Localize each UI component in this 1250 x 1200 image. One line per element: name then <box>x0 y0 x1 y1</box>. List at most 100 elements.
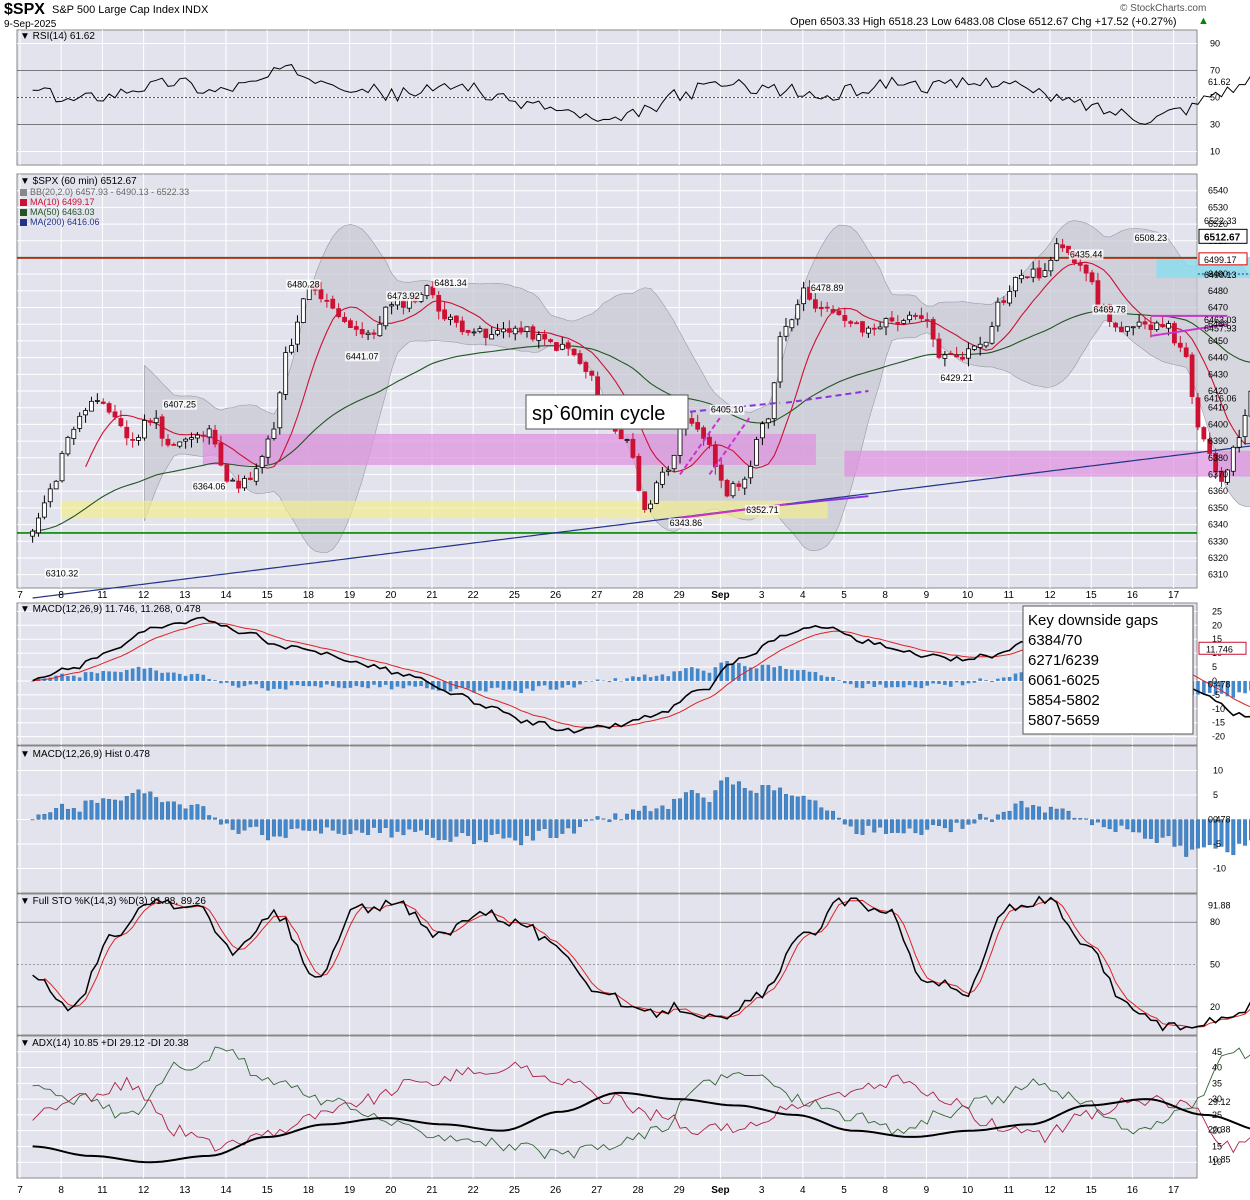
hist-bar <box>495 819 500 834</box>
macd-hist-bar <box>589 680 594 682</box>
macd-hist-bar <box>866 680 871 684</box>
x-tick-label: 7 <box>17 1185 23 1196</box>
macd-hist-bar <box>813 672 818 681</box>
candle <box>760 423 765 439</box>
hist-bar <box>1213 819 1218 849</box>
macd-hist-bar <box>801 669 806 681</box>
x-tick-label: Sep <box>711 1185 729 1196</box>
macd-hist-bar <box>513 680 518 691</box>
candle <box>842 315 848 321</box>
hist-bar <box>230 819 235 830</box>
macd-hist-bar <box>913 680 918 688</box>
hist-bar <box>254 819 259 827</box>
legend-entry: MA(200) 6416.06 <box>30 217 100 227</box>
candle <box>100 401 106 404</box>
hist-bar <box>742 787 747 820</box>
hist-bar <box>36 814 41 820</box>
note-text: sp`60min cycle <box>532 403 665 425</box>
macd-hist-bar <box>972 680 977 683</box>
y-tick-label: 30 <box>1210 120 1220 130</box>
candle <box>589 370 595 376</box>
macd-hist-bar <box>748 667 753 681</box>
macd-hist-bar <box>413 680 417 687</box>
candle <box>642 491 648 510</box>
hist-bar <box>689 790 694 820</box>
candle <box>1066 245 1071 254</box>
candle <box>424 285 430 297</box>
macd-hist-bar <box>578 680 582 685</box>
hist-bar <box>913 819 918 834</box>
macd-hist-bar <box>401 680 406 689</box>
x-tick-label: 8 <box>58 1185 64 1196</box>
macd-hist-bar <box>684 668 688 681</box>
macd-hist-bar <box>172 672 176 681</box>
y-tick-label: 6380 <box>1208 453 1228 463</box>
candle <box>489 334 495 340</box>
macd-hist-bar <box>566 680 570 685</box>
macd-hist-bar <box>695 668 700 681</box>
hist-bar <box>648 811 653 820</box>
y-tick-label: 6540 <box>1208 186 1228 196</box>
macd-hist-bar <box>648 677 653 681</box>
macd-hist-bar <box>219 680 223 684</box>
hist-bar <box>1243 819 1248 846</box>
y-tick-label: 6320 <box>1208 553 1228 563</box>
last-price-label: 6512.67 <box>1204 232 1241 243</box>
macd-hist-bar <box>507 680 512 690</box>
macd-hist-bar <box>1225 680 1230 697</box>
macd-hist-bar <box>666 676 671 681</box>
candle <box>895 322 901 324</box>
candle <box>901 320 907 324</box>
candle <box>130 439 136 441</box>
candle <box>471 331 477 334</box>
hist-bar <box>795 796 800 820</box>
candle <box>436 295 442 312</box>
candle <box>142 420 147 439</box>
macd-hist-bar <box>554 680 559 690</box>
price-annotation: 6481.34 <box>434 278 467 288</box>
candle <box>748 466 754 479</box>
macd-hist-bar <box>637 676 641 681</box>
macd-hist-bar <box>348 680 353 688</box>
annotation-bg <box>1092 304 1127 315</box>
macd-hist-bar <box>843 680 847 684</box>
macd-hist-bar <box>325 680 329 685</box>
candle <box>548 339 553 342</box>
x-tick-label: 19 <box>344 1185 356 1196</box>
hist-bar <box>725 777 730 820</box>
hist-bar <box>372 819 376 828</box>
hist-bar <box>560 819 565 834</box>
y-tick-label: 6530 <box>1208 202 1228 212</box>
macd-hist-bar <box>754 668 759 681</box>
candle <box>907 314 912 321</box>
candle <box>565 342 571 349</box>
hist-bar <box>295 819 300 829</box>
macd-hist-bar <box>819 675 824 681</box>
hist-bar <box>1143 819 1147 839</box>
candle <box>730 483 736 497</box>
y-tick-label: 6520 <box>1208 219 1228 229</box>
hist-bar <box>1225 819 1230 853</box>
macd-hist-bar <box>778 665 782 681</box>
candle <box>542 333 548 340</box>
candle <box>530 326 536 340</box>
x-tick-label: 20 <box>385 590 397 601</box>
macd-hist-bar <box>283 680 288 690</box>
candle <box>924 319 930 322</box>
macd-hist-bar <box>625 678 629 681</box>
x-tick-label: 14 <box>220 1185 232 1196</box>
y-tick-label: 5 <box>1213 790 1218 800</box>
macd-hist-bar <box>407 680 412 686</box>
macd-hist-bar <box>601 680 606 682</box>
candle <box>448 316 453 320</box>
hist-bar <box>65 808 70 820</box>
candle <box>1225 469 1230 483</box>
candle <box>1201 427 1207 440</box>
y-tick-label: 6440 <box>1208 353 1228 363</box>
macd-hist-bar <box>707 672 712 681</box>
hist-bar <box>48 812 53 820</box>
candle <box>1083 264 1089 274</box>
candle <box>701 427 706 439</box>
macd-hist-bar <box>189 674 194 681</box>
macd-hist-bar <box>896 680 900 688</box>
